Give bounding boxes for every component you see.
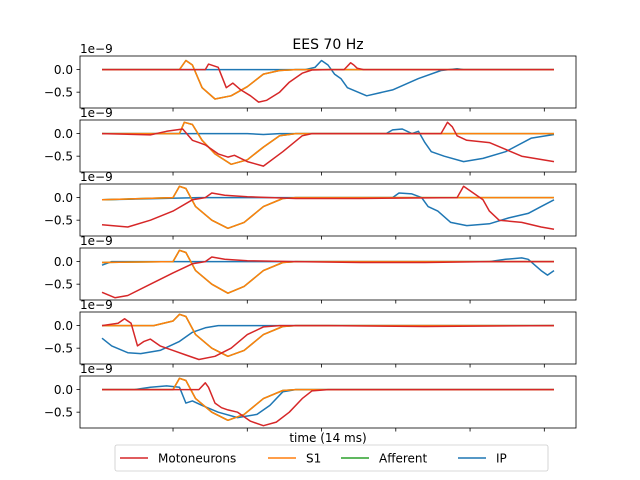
legend-label: Afferent [379, 451, 428, 465]
subplot-panel: 0.0 −0.5 1e−9 [44, 298, 577, 368]
y-scale-label: 1e−9 [80, 170, 113, 184]
series-group [102, 377, 554, 427]
legend-label: S1 [306, 451, 321, 465]
axes-frame [79, 119, 577, 173]
legend-box [114, 444, 549, 472]
axes-frame [79, 55, 577, 109]
y-tick-label: −0.5 [44, 277, 73, 291]
y-tick-label: −0.5 [44, 149, 73, 163]
series-line-motoneurons [102, 382, 554, 427]
y-tick-label: −0.5 [44, 405, 73, 419]
y-tick-label: −0.5 [44, 213, 73, 227]
series-group [101, 121, 555, 167]
series-line-s1 [102, 121, 554, 166]
y-tick-label: −0.5 [44, 85, 73, 99]
series-line-motoneurons [101, 121, 555, 167]
y-scale-label: 1e−9 [80, 42, 113, 56]
subplot-panel: 0.0 −0.5 1e−9 [44, 170, 577, 240]
series-line-motoneurons [102, 62, 554, 103]
y-tick-label: −0.5 [44, 341, 73, 355]
y-tick-label: 0.0 [54, 255, 73, 269]
legend: Motoneurons S1 Afferent IP [114, 444, 549, 472]
series-line-s1 [102, 59, 554, 100]
series-group [101, 185, 555, 230]
y-tick-label: 0.0 [54, 383, 73, 397]
x-axis-label: time (14 ms) [289, 431, 366, 445]
y-tick-label: 0.0 [54, 63, 73, 77]
series-line-s1 [102, 377, 554, 422]
series-line-motoneurons [101, 318, 555, 361]
series-line-s1 [102, 313, 554, 358]
series-group [101, 249, 555, 299]
y-tick-label: 0.0 [54, 319, 73, 333]
axes-frame [79, 247, 577, 301]
series-line-s1 [101, 249, 554, 294]
axes-frame [79, 311, 577, 365]
series-line-motoneurons [101, 256, 554, 299]
series-line-motoneurons [101, 185, 555, 230]
axes-frame [79, 375, 577, 429]
y-tick-label: 0.0 [54, 127, 73, 141]
y-scale-label: 1e−9 [80, 298, 113, 312]
subplot-panel: 0.0 −0.5 1e−9 [44, 234, 577, 304]
series-group [102, 59, 554, 103]
y-scale-label: 1e−9 [80, 362, 113, 376]
y-scale-label: 1e−9 [80, 106, 113, 120]
subplot-stack: 0.0 −0.5 1e−9 0.0 −0.5 1e−9 0.0 −0.5 1e−9 0.0 −0.5… [44, 42, 577, 432]
series-line-ip [102, 385, 554, 419]
series-line-ip [101, 324, 554, 355]
subplot-panel: 0.0 −0.5 1e−9 [44, 42, 577, 112]
subplot-panel: 0.0 −0.5 1e−9 [44, 362, 577, 432]
legend-label: Motoneurons [158, 451, 236, 465]
y-tick-label: 0.0 [54, 191, 73, 205]
axes-frame [79, 183, 577, 237]
series-group [101, 313, 555, 361]
subplot-panel: 0.0 −0.5 1e−9 [44, 106, 577, 176]
y-scale-label: 1e−9 [80, 234, 113, 248]
chart-title: EES 70 Hz [292, 37, 363, 53]
legend-label: IP [496, 451, 507, 465]
